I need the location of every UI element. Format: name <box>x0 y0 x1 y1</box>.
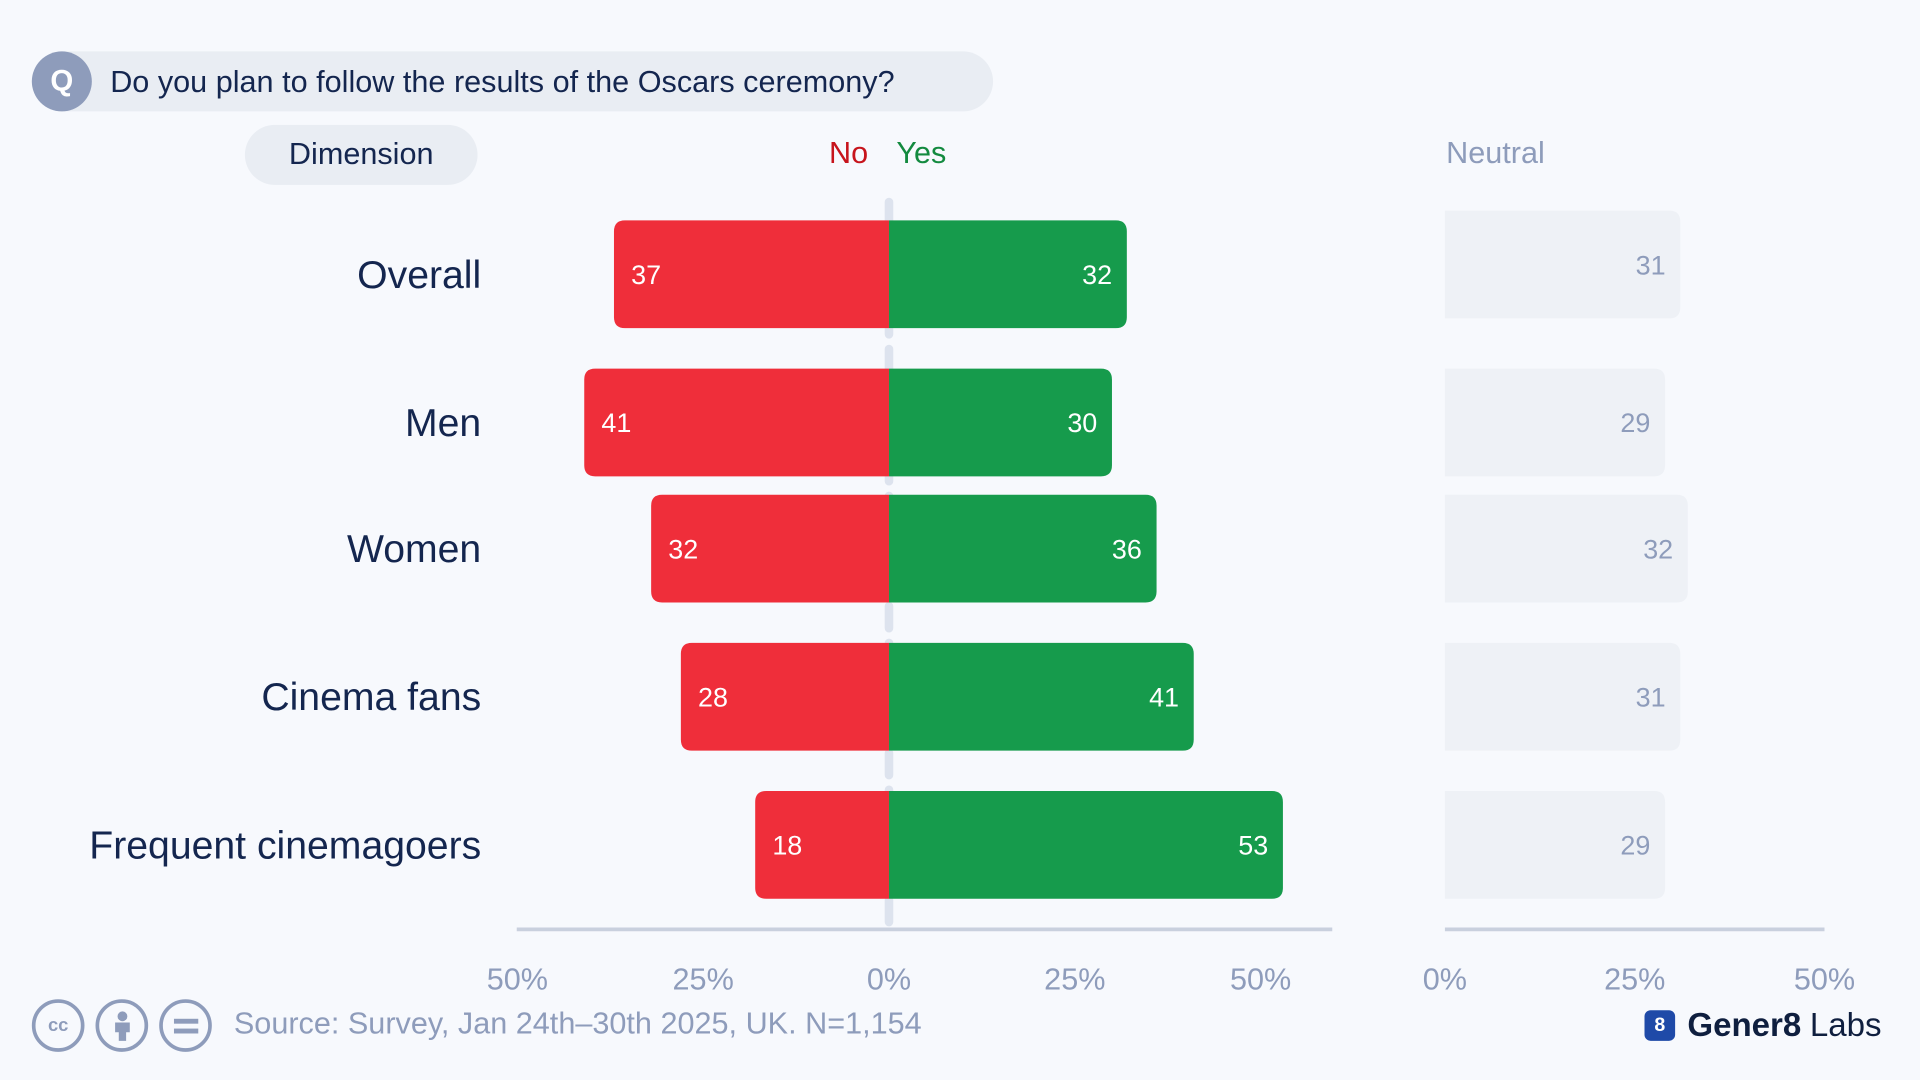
neutral-axis: 0% 25% 50% <box>1423 927 1855 996</box>
bar-no-label: 28 <box>698 683 728 713</box>
brand-suffix: Labs <box>1809 1006 1882 1044</box>
bar-neutral <box>1444 210 1681 319</box>
row-label: Women <box>347 528 481 571</box>
bar-yes-label: 41 <box>1149 683 1179 713</box>
bar-neutral-label: 32 <box>1643 534 1673 564</box>
dimension-header: Dimension <box>244 124 478 185</box>
neutral-axis-tick-label: 0% <box>1423 962 1467 996</box>
bar-yes-label: 53 <box>1238 831 1268 861</box>
main-axis-tick-label: 25% <box>673 962 734 996</box>
bar-yes <box>888 220 1127 329</box>
source-text: Source: Survey, Jan 24th–30th 2025, UK. … <box>233 1006 922 1041</box>
main-axis-tick-label: 25% <box>1044 962 1105 996</box>
bar-neutral-label: 31 <box>1636 683 1666 713</box>
brand-mark-icon: 8 <box>1644 1010 1676 1041</box>
bar-no <box>651 494 889 603</box>
legend-neutral: Neutral <box>1446 135 1545 171</box>
bar-yes-label: 36 <box>1112 534 1142 564</box>
brand-name: Gener8 <box>1687 1006 1802 1044</box>
question-text: Do you plan to follow the results of the… <box>110 64 895 100</box>
bar-neutral-label: 29 <box>1620 831 1650 861</box>
by-icon <box>95 999 149 1052</box>
bar-yes <box>888 642 1194 751</box>
main-axis-tick-label: 0% <box>867 962 911 996</box>
bar-yes-label: 32 <box>1082 260 1112 290</box>
bar-no <box>680 642 889 751</box>
bars: Overall 37 32 31 Men 41 30 29 Women 32 36 32 Cinema … <box>89 210 1688 899</box>
bar-neutral <box>1444 642 1681 751</box>
main-axis-tick-label: 50% <box>1230 962 1291 996</box>
bar-neutral <box>1444 494 1688 603</box>
bar-neutral <box>1444 791 1666 899</box>
bar-no <box>755 791 889 899</box>
bar-no <box>613 220 889 329</box>
question-badge: Q <box>31 51 92 112</box>
bar-no-label: 18 <box>772 831 802 861</box>
main-axis-tick-label: 50% <box>487 962 548 996</box>
cc-icon: cc <box>31 999 85 1052</box>
legend-yes: Yes <box>896 135 947 171</box>
question-pill: Q Do you plan to follow the results of t… <box>31 51 994 112</box>
bar-yes-label: 30 <box>1067 408 1097 438</box>
row-label: Men <box>405 402 481 445</box>
nd-icon <box>159 999 212 1052</box>
row-label: Overall <box>357 254 481 297</box>
bar-no-label: 32 <box>668 534 698 564</box>
row-label: Frequent cinemagoers <box>89 824 481 867</box>
bar-neutral-label: 31 <box>1636 250 1666 280</box>
bar-yes <box>888 368 1112 477</box>
bar-yes <box>888 791 1283 899</box>
neutral-axis-tick-label: 25% <box>1604 962 1665 996</box>
legend-no: No <box>828 135 869 171</box>
bar-yes <box>888 494 1157 603</box>
bar-no-label: 37 <box>631 260 661 290</box>
brand-logo: 8 Gener8 Labs <box>1644 1006 1882 1045</box>
bar-neutral <box>1444 368 1666 477</box>
row-label: Cinema fans <box>261 676 481 719</box>
neutral-axis-tick-label: 50% <box>1794 962 1855 996</box>
bar-no-label: 41 <box>601 408 631 438</box>
bar-neutral-label: 29 <box>1620 408 1650 438</box>
bar-no <box>584 368 889 477</box>
